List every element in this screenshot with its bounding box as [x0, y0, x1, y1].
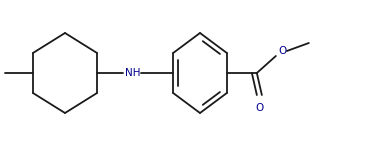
Text: O: O: [256, 103, 264, 113]
Text: NH: NH: [125, 68, 141, 78]
Text: O: O: [279, 46, 287, 56]
